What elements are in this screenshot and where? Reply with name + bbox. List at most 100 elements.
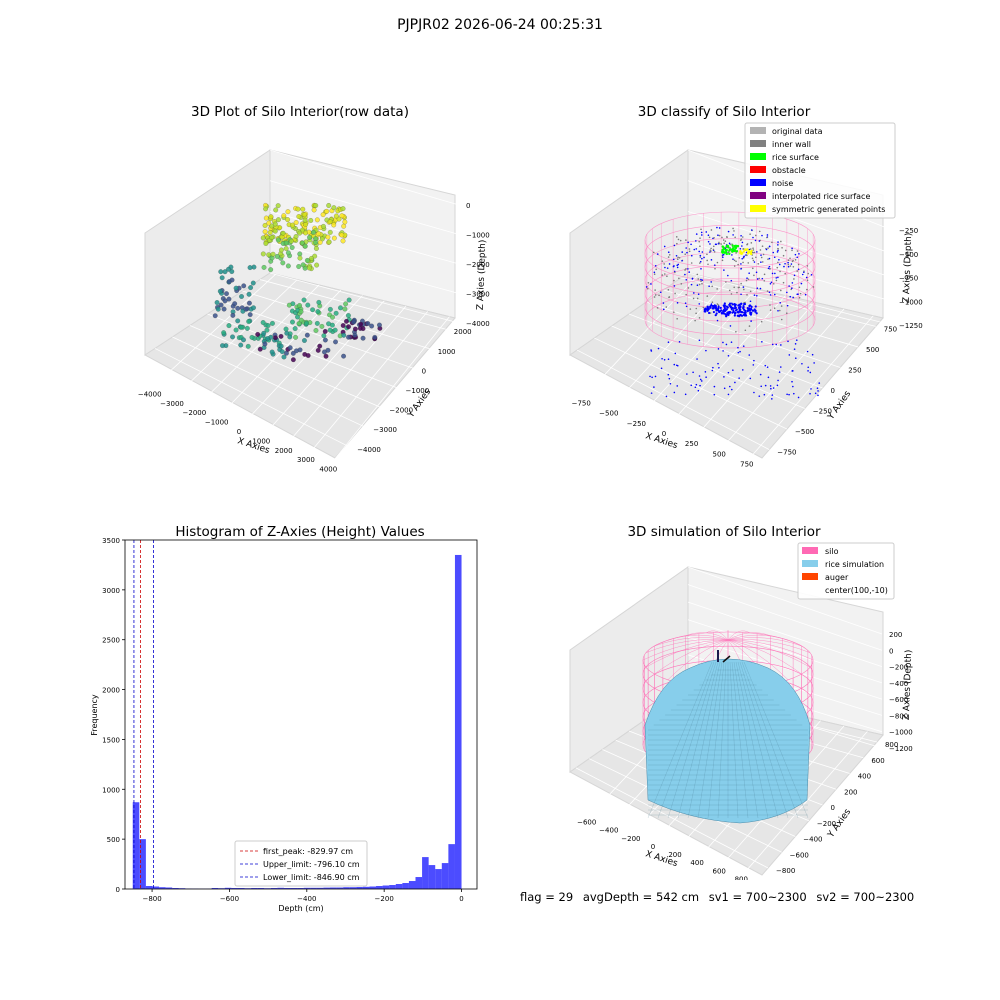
sim-y-tick-label: 400 [858, 773, 871, 781]
raw-point [344, 318, 349, 324]
cls-point [761, 234, 763, 237]
hist-bar [454, 554, 462, 889]
cls-point [777, 241, 779, 243]
sim-y-tick-label: 0 [831, 804, 835, 812]
sim-legend: silo rice simulation auger center(100,-10) [797, 542, 895, 600]
cls-point [772, 282, 775, 285]
cls-z-tick-label: −750 [899, 275, 918, 283]
cls-legend-swatch [750, 205, 766, 212]
cls-point [759, 287, 762, 290]
cls-noise-point [807, 370, 809, 372]
sim-z-ticks: 200 0 −200 −400 −600 −800 −1000 −1200 [889, 631, 913, 753]
cls-point [726, 236, 728, 238]
cls-noise-cluster [734, 309, 738, 312]
cls-point [740, 234, 742, 237]
raw-point [285, 209, 291, 215]
cls-point [769, 294, 772, 296]
cls-point [761, 261, 764, 263]
cls-legend-swatch [750, 140, 766, 147]
cls-noise-cluster [749, 313, 753, 316]
cls-point [747, 262, 750, 264]
cls-point [786, 304, 789, 307]
raw-point [346, 297, 352, 303]
cls-point [787, 259, 790, 261]
cls-rice-point [722, 246, 725, 249]
cls-noise-point [665, 395, 668, 398]
cls-point [753, 274, 755, 277]
cls-point [659, 291, 662, 294]
raw-x-ticks: −4000 −3000−2000 −1000 0 1000 2000 3000 4000 [138, 390, 337, 473]
sim-x-ticks: −600−400−200 0 200 400 600 800 [577, 818, 748, 880]
hist-bar [408, 881, 416, 889]
cls-point [712, 248, 715, 251]
cls-noise-point [779, 366, 782, 368]
raw-point [285, 250, 291, 256]
raw-point [313, 328, 319, 333]
cls-point [676, 242, 678, 245]
cls-point [756, 287, 759, 290]
hist-y-tick-label: 3000 [102, 587, 120, 595]
cls-point [699, 260, 702, 263]
raw-point [286, 302, 292, 308]
raw-point [315, 347, 321, 353]
cls-point [769, 282, 772, 285]
cls-point [749, 300, 752, 303]
raw-point [346, 313, 351, 318]
cls-point [760, 254, 762, 256]
cls-noise-point [731, 388, 733, 391]
cls-point [792, 296, 794, 299]
cls-point [780, 240, 782, 243]
cls-point [691, 277, 694, 280]
cls-point [645, 286, 648, 288]
raw-point [296, 264, 302, 269]
raw-point [314, 321, 320, 326]
cls-point [768, 245, 771, 248]
raw-x-tick-label: −4000 [138, 390, 162, 398]
cls-noise-point [649, 375, 651, 378]
sim-y-tick-label: −800 [776, 867, 795, 875]
cls-noise-cluster [754, 305, 757, 308]
sim-legend-swatch [802, 547, 818, 554]
hist-bar [237, 888, 245, 889]
cls-point [699, 237, 701, 239]
sim-surface-mesh-v [677, 661, 719, 819]
cls-noise-point [780, 344, 782, 346]
cls-noise-point [753, 359, 755, 362]
cls-legend-label: rice surface [772, 153, 819, 162]
cls-noise-point [698, 375, 701, 377]
cls-noise-point [712, 366, 714, 369]
sim-surface-mesh-v [707, 661, 725, 819]
raw-point [340, 206, 346, 212]
cls-point [658, 294, 660, 297]
cls-noise-point [809, 392, 811, 395]
raw-point [303, 230, 308, 236]
raw-point [264, 327, 270, 333]
cls-point [746, 254, 748, 257]
hist-bar [376, 886, 383, 889]
cls-noise-cluster [723, 304, 727, 307]
cls-point [676, 317, 678, 320]
cls-point [733, 265, 736, 267]
cls-noise-cluster [717, 307, 720, 310]
cls-point [753, 294, 756, 296]
cls-point [787, 261, 789, 264]
cls-point [655, 268, 657, 271]
raw-point [269, 235, 275, 240]
cls-point [789, 265, 792, 267]
cls-sym-point [749, 252, 753, 255]
cls-noise-point [654, 375, 657, 378]
cls-point [706, 295, 709, 297]
raw-point [303, 222, 308, 227]
hist-vlines [133, 540, 154, 889]
raw-point [293, 234, 299, 239]
raw-point [238, 324, 244, 330]
cls-point [709, 249, 712, 251]
cls-noise-point [806, 350, 809, 353]
cls-point [676, 302, 679, 304]
raw-point [246, 291, 252, 297]
cls-point [766, 236, 768, 239]
cls-point [656, 253, 659, 255]
cls-point [746, 294, 748, 296]
sim-x-tick-label: −600 [577, 818, 596, 826]
cls-y-tick-label: 750 [884, 325, 897, 333]
